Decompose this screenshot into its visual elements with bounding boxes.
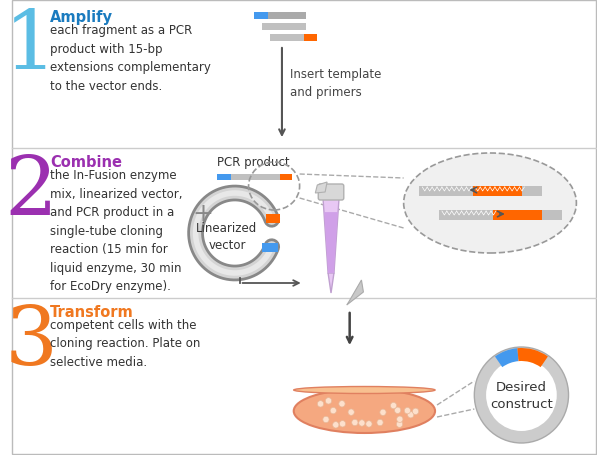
- Text: Combine: Combine: [50, 155, 122, 170]
- Bar: [268, 13, 306, 20]
- Polygon shape: [324, 212, 338, 273]
- Polygon shape: [322, 187, 340, 273]
- Text: 3: 3: [4, 302, 57, 382]
- Bar: [217, 175, 231, 181]
- Circle shape: [408, 412, 414, 418]
- Text: competent cells with the
cloning reaction. Plate on
selective media.: competent cells with the cloning reactio…: [50, 318, 201, 368]
- Circle shape: [330, 408, 336, 414]
- Bar: [280, 175, 292, 181]
- Text: the In-Fusion enzyme
mix, linearized vector,
and PCR product in a
single-tube cl: the In-Fusion enzyme mix, linearized vec…: [50, 169, 183, 293]
- Circle shape: [377, 420, 383, 426]
- Bar: [270, 35, 303, 42]
- Circle shape: [366, 421, 372, 427]
- Circle shape: [486, 359, 557, 431]
- Polygon shape: [328, 273, 334, 293]
- Circle shape: [404, 408, 411, 414]
- Text: Amplify: Amplify: [50, 10, 113, 25]
- Circle shape: [318, 401, 324, 407]
- Bar: [262, 243, 278, 252]
- Bar: [542, 211, 562, 221]
- FancyBboxPatch shape: [318, 185, 344, 201]
- Ellipse shape: [404, 154, 576, 253]
- Wedge shape: [518, 348, 548, 367]
- Circle shape: [333, 422, 339, 428]
- Bar: [522, 187, 542, 197]
- Bar: [303, 35, 317, 42]
- Circle shape: [352, 420, 358, 426]
- Circle shape: [339, 401, 345, 407]
- Bar: [262, 24, 306, 31]
- Wedge shape: [495, 349, 519, 367]
- Circle shape: [390, 403, 396, 409]
- Polygon shape: [347, 280, 364, 305]
- Bar: [231, 175, 280, 181]
- Text: Desired
construct: Desired construct: [490, 380, 553, 410]
- Circle shape: [359, 420, 365, 426]
- Text: Transform: Transform: [50, 304, 134, 319]
- Ellipse shape: [294, 389, 435, 433]
- Bar: [493, 211, 542, 221]
- Ellipse shape: [294, 387, 435, 394]
- Circle shape: [325, 398, 332, 404]
- Circle shape: [348, 409, 354, 415]
- Circle shape: [396, 416, 403, 423]
- Text: each fragment as a PCR
product with 15-bp
extensions complementary
to the vector: each fragment as a PCR product with 15-b…: [50, 24, 211, 92]
- Circle shape: [474, 347, 568, 443]
- Circle shape: [396, 421, 402, 427]
- Bar: [419, 187, 473, 197]
- Circle shape: [413, 408, 418, 415]
- Text: 2: 2: [4, 153, 57, 233]
- Text: +: +: [192, 202, 213, 226]
- Text: 1: 1: [4, 7, 57, 87]
- Text: Linearized
vector: Linearized vector: [196, 222, 258, 252]
- Text: Insert template
and primers: Insert template and primers: [290, 68, 381, 99]
- Polygon shape: [315, 182, 327, 193]
- Circle shape: [340, 421, 346, 427]
- Bar: [254, 13, 268, 20]
- Bar: [266, 215, 279, 224]
- Circle shape: [395, 407, 401, 414]
- Circle shape: [380, 409, 386, 415]
- Circle shape: [323, 416, 329, 423]
- Bar: [473, 187, 522, 197]
- Bar: [439, 211, 493, 221]
- Text: PCR product: PCR product: [217, 156, 290, 169]
